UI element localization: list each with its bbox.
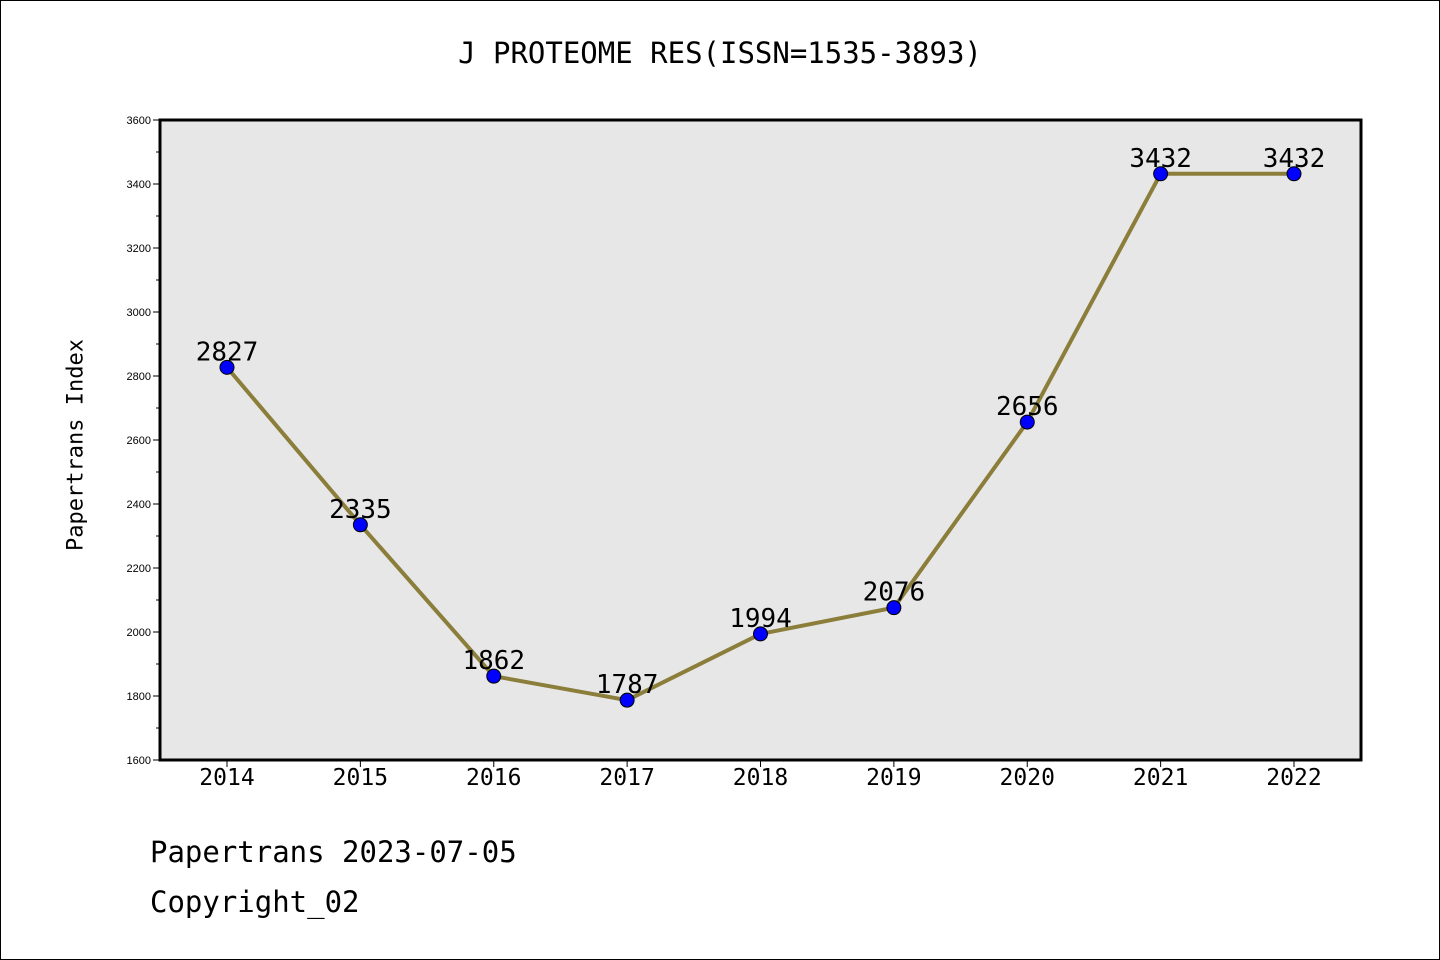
data-label: 1994 (729, 604, 792, 634)
data-point (1286, 166, 1302, 182)
x-tick-label: 2019 (866, 765, 921, 791)
data-label: 1787 (596, 670, 659, 700)
data-label: 3432 (1129, 144, 1192, 174)
data-point (486, 668, 502, 684)
x-tick-label: 2018 (733, 765, 788, 791)
data-point (886, 600, 902, 616)
data-point (1019, 414, 1035, 430)
y-tick-label: 1800 (127, 691, 151, 703)
plot-area (160, 120, 1361, 760)
data-label: 2827 (196, 337, 259, 367)
y-tick-label: 2400 (127, 499, 151, 511)
y-tick-label: 3200 (127, 243, 151, 255)
data-point (1153, 166, 1169, 182)
data-point (219, 359, 235, 375)
y-tick-label: 2600 (127, 435, 151, 447)
data-point (352, 517, 368, 533)
y-tick-label: 1600 (127, 755, 151, 767)
y-tick-label: 2000 (127, 627, 151, 639)
data-label: 3432 (1263, 144, 1326, 174)
y-tick-label: 3400 (127, 179, 151, 191)
x-tick-label: 2016 (466, 765, 521, 791)
footer-date: Papertrans 2023-07-05 (150, 835, 517, 869)
y-tick-label: 3000 (127, 307, 151, 319)
data-label: 2076 (863, 578, 926, 608)
data-label: 2656 (996, 392, 1059, 422)
data-label: 2335 (329, 495, 392, 525)
x-tick-label: 2014 (199, 765, 254, 791)
x-tick-label: 2022 (1266, 765, 1321, 791)
x-tick-label: 2021 (1133, 765, 1188, 791)
data-point (619, 692, 635, 708)
x-tick-label: 2017 (599, 765, 654, 791)
y-tick-label: 2800 (127, 371, 151, 383)
footer-copyright: Copyright_02 (150, 885, 360, 919)
data-point (753, 626, 768, 642)
y-tick-label: 2200 (127, 563, 151, 575)
x-tick-label: 2015 (333, 765, 388, 791)
y-tick-label: 3600 (127, 115, 151, 127)
x-tick-label: 2020 (1000, 765, 1055, 791)
chart-title: J PROTEOME RES(ISSN=1535-3893) (458, 36, 982, 70)
data-label: 1862 (462, 646, 525, 676)
